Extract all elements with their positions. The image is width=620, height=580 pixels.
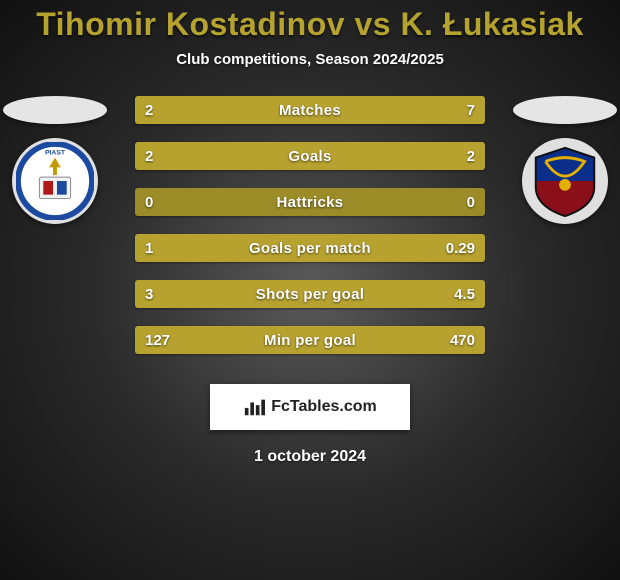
page-title: Tihomir Kostadinov vs K. Łukasiak (0, 6, 620, 43)
player-left-avatar-placeholder (3, 96, 107, 124)
stat-row: 00Hattricks (135, 188, 485, 216)
subtitle: Club competitions, Season 2024/2025 (0, 51, 620, 68)
brand-chip[interactable]: FcTables.com (210, 384, 410, 430)
svg-text:PIAST: PIAST (45, 150, 66, 157)
comparison-arena: PIAST (0, 96, 620, 356)
stat-label: Goals (135, 142, 485, 170)
vs-word: vs (354, 6, 391, 42)
stat-row: 22Goals (135, 142, 485, 170)
left-side: PIAST (0, 96, 120, 224)
player-right-name: K. Łukasiak (400, 6, 583, 42)
stat-label: Goals per match (135, 234, 485, 262)
stat-row: 127470Min per goal (135, 326, 485, 354)
player-left-name: Tihomir Kostadinov (36, 6, 345, 42)
date-text: 1 october 2024 (0, 448, 620, 466)
right-side (500, 96, 620, 224)
club-badge-right (522, 138, 608, 224)
bar-chart-icon (243, 396, 265, 418)
piast-gliwice-crest-icon: PIAST (16, 142, 94, 220)
stat-label: Hattricks (135, 188, 485, 216)
player-right-avatar-placeholder (513, 96, 617, 124)
stat-label: Min per goal (135, 326, 485, 354)
stat-row: 27Matches (135, 96, 485, 124)
stat-row: 10.29Goals per match (135, 234, 485, 262)
stat-row: 34.5Shots per goal (135, 280, 485, 308)
stat-label: Matches (135, 96, 485, 124)
stat-bars: 27Matches 22Goals 00Hattricks 10.29Goals pe… (135, 96, 485, 354)
stat-label: Shots per goal (135, 280, 485, 308)
club-badge-left: PIAST (12, 138, 98, 224)
pogon-szczecin-crest-icon (526, 142, 604, 220)
brand-text: FcTables.com (271, 398, 377, 416)
